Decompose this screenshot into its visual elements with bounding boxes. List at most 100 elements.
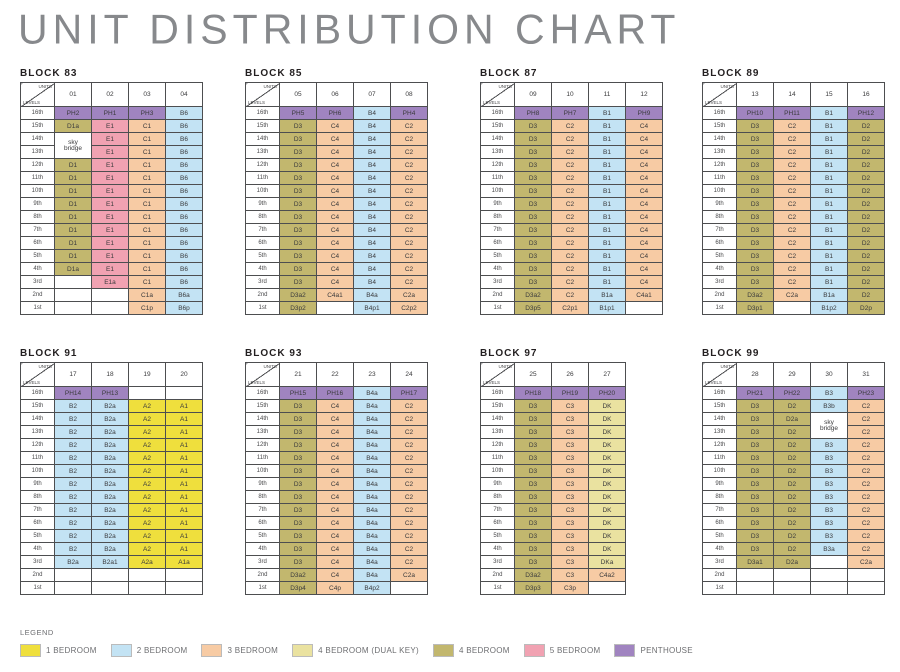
unit-cell: B1 bbox=[810, 171, 848, 185]
level-label: 13th bbox=[480, 145, 515, 159]
unit-cell: B2 bbox=[54, 477, 92, 491]
unit-cell: C4 bbox=[316, 158, 354, 172]
table-row: 14th D3 C2 B1 D2 bbox=[702, 132, 885, 146]
unit-cell: DK bbox=[588, 425, 626, 439]
table-row: 6th D3 C4 B4 C2 bbox=[245, 236, 428, 250]
table-row: 13th E1 C1 B6 bbox=[20, 145, 203, 159]
level-label: 11th bbox=[480, 451, 515, 465]
unit-cell: A1 bbox=[165, 399, 203, 413]
unit-cell: D2 bbox=[773, 490, 811, 504]
sky-bridge-cell: sky bridge bbox=[54, 132, 92, 159]
unit-cell: D2 bbox=[847, 132, 885, 146]
unit-number-header: 14 bbox=[773, 82, 811, 107]
unit-cell: C2 bbox=[773, 119, 811, 133]
unit-cell: D3 bbox=[279, 412, 317, 426]
unit-cell: B1 bbox=[810, 106, 848, 120]
level-label: 14th bbox=[702, 412, 737, 426]
unit-cell: B3 bbox=[810, 503, 848, 517]
legend-swatch-5br bbox=[523, 644, 545, 657]
unit-cell: C3 bbox=[551, 529, 589, 543]
level-label: 1st bbox=[480, 581, 515, 595]
unit-cell: B2a bbox=[91, 490, 129, 504]
unit-number-header: 16 bbox=[847, 82, 885, 107]
level-label: 6th bbox=[20, 236, 55, 250]
unit-cell: B4 bbox=[353, 262, 391, 276]
unit-cell: D3 bbox=[279, 399, 317, 413]
unit-cell: C4 bbox=[625, 275, 663, 289]
unit-cell: D3 bbox=[279, 119, 317, 133]
unit-cell: C1 bbox=[128, 184, 166, 198]
empty-cell bbox=[625, 301, 663, 315]
units-levels-header-cell: UNITS LEVELS bbox=[245, 362, 280, 387]
table-row: 6th D3 C2 B1 C4 bbox=[480, 236, 663, 250]
table-row: 14th D3 C4 B4a C2 bbox=[245, 412, 428, 426]
table-row: 16th PH2 PH1 PH3 B6 bbox=[20, 106, 203, 120]
level-label: 1st bbox=[702, 581, 737, 595]
legend-swatch-2br bbox=[110, 644, 132, 657]
level-label: 10th bbox=[20, 464, 55, 478]
level-label: 6th bbox=[702, 516, 737, 530]
level-label: 1st bbox=[20, 581, 55, 595]
unit-cell: D3 bbox=[736, 490, 774, 504]
level-label: 1st bbox=[20, 301, 55, 315]
unit-cell: D3 bbox=[736, 542, 774, 556]
level-label: 1st bbox=[480, 301, 515, 315]
level-label: 5th bbox=[702, 249, 737, 263]
table-row: 4th B2 B2a A2 A1 bbox=[20, 542, 203, 556]
empty-cell bbox=[847, 568, 885, 582]
unit-number-header: 30 bbox=[810, 362, 848, 387]
table-row: 9th D3 C3 DK bbox=[480, 477, 626, 491]
level-label: 10th bbox=[702, 464, 737, 478]
unit-cell: B6 bbox=[165, 132, 203, 146]
unit-cell: C2 bbox=[773, 171, 811, 185]
level-label: 15th bbox=[480, 399, 515, 413]
unit-cell: A1 bbox=[165, 503, 203, 517]
unit-cell: C1 bbox=[128, 132, 166, 146]
units-header-label: UNITS bbox=[498, 364, 513, 369]
table-row: 16th PH14 PH13 bbox=[20, 386, 203, 400]
unit-cell: C2 bbox=[390, 555, 428, 569]
unit-cell: C2 bbox=[551, 145, 589, 159]
table-row: 13th D3 C2 B1 C4 bbox=[480, 145, 663, 159]
unit-cell: B2 bbox=[54, 464, 92, 478]
unit-cell: A2 bbox=[128, 451, 166, 465]
unit-cell: C4 bbox=[625, 184, 663, 198]
unit-cell: D3 bbox=[736, 425, 774, 439]
level-label: 4th bbox=[20, 262, 55, 276]
legend-item-label: 5 BEDROOM bbox=[549, 646, 601, 655]
level-label: 11th bbox=[702, 171, 737, 185]
unit-cell: D2 bbox=[773, 529, 811, 543]
unit-cell: C4 bbox=[625, 249, 663, 263]
unit-number-header: 22 bbox=[316, 362, 354, 387]
unit-cell: C3 bbox=[551, 412, 589, 426]
level-label: 8th bbox=[702, 210, 737, 224]
unit-cell: C2p2 bbox=[390, 301, 428, 315]
unit-cell: D3a2 bbox=[514, 288, 552, 302]
unit-cell: C2 bbox=[390, 529, 428, 543]
level-label: 16th bbox=[702, 386, 737, 400]
empty-cell bbox=[736, 581, 774, 595]
table-row: 10th D3 C4 B4a C2 bbox=[245, 464, 428, 478]
level-label: 13th bbox=[702, 145, 737, 159]
unit-cell: E1 bbox=[91, 249, 129, 263]
unit-cell: C4 bbox=[316, 555, 354, 569]
empty-cell bbox=[847, 581, 885, 595]
level-label: 8th bbox=[480, 210, 515, 224]
unit-cell: E1 bbox=[91, 171, 129, 185]
unit-cell: D3 bbox=[736, 451, 774, 465]
unit-cell: D3 bbox=[736, 516, 774, 530]
unit-cell: B4 bbox=[353, 132, 391, 146]
unit-cell: DK bbox=[588, 464, 626, 478]
level-label: 15th bbox=[702, 119, 737, 133]
table-row: 15th D3 D2 B3b C2 bbox=[702, 399, 885, 413]
unit-cell: D3 bbox=[514, 451, 552, 465]
unit-cell: D3 bbox=[279, 223, 317, 237]
block-block-93: BLOCK 93 UNITS LEVELS 21 22 23 24 16th PH15 PH16 B… bbox=[245, 348, 428, 595]
table-row: 6th D3 C4 B4a C2 bbox=[245, 516, 428, 530]
level-label: 4th bbox=[702, 262, 737, 276]
level-label: 13th bbox=[20, 425, 55, 439]
block-table: UNITS LEVELS 17 18 19 20 16th PH14 PH13 15th B2 B2a… bbox=[20, 362, 203, 595]
unit-cell: D1 bbox=[54, 171, 92, 185]
legend-label: LEGEND bbox=[20, 628, 54, 637]
unit-cell: D3 bbox=[736, 275, 774, 289]
